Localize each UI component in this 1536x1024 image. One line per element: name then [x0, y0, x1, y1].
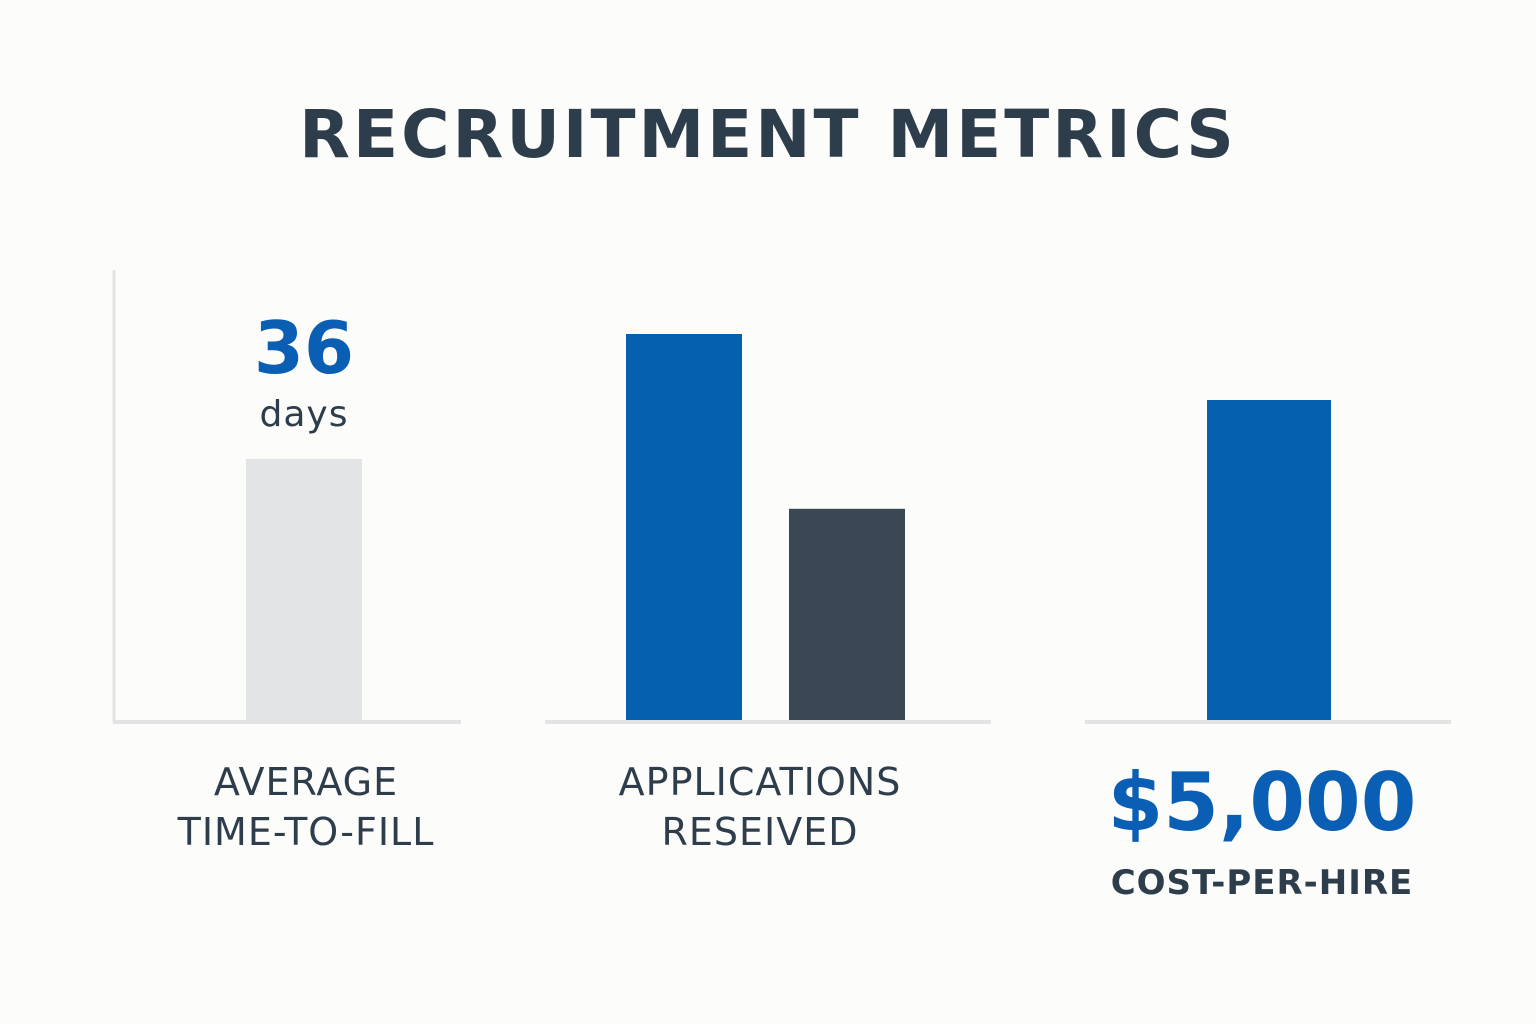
time-to-fill-label-line1: AVERAGE: [213, 760, 399, 804]
time-to-fill-label-line2: TIME-TO-FILL: [177, 810, 435, 854]
cost-per-hire-value: $5,000: [1107, 756, 1417, 849]
bar-1-0: [626, 334, 742, 720]
applications-label-line2: RESEIVED: [661, 810, 859, 854]
chart-title: RECRUITMENT METRICS: [299, 96, 1237, 173]
bar-1-1: [789, 508, 905, 720]
applications-label-line1: APPLICATIONS: [618, 760, 902, 804]
bar-0-0: [246, 459, 362, 720]
time-to-fill-value: 36: [253, 306, 355, 390]
bar-2-0: [1207, 400, 1331, 720]
time-to-fill-unit: days: [259, 394, 349, 435]
cost-per-hire-label: COST-PER-HIRE: [1110, 863, 1414, 903]
